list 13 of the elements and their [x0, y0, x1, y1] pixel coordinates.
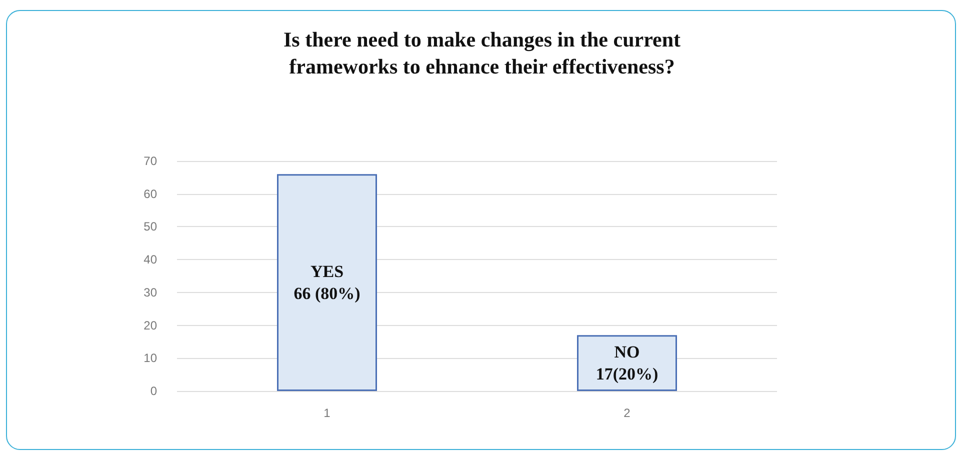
x-tick-label: 1	[324, 406, 331, 420]
y-tick-label: 50	[144, 220, 158, 234]
y-tick-label: 70	[144, 154, 158, 168]
data-label: YES 66 (80%)	[294, 262, 360, 304]
y-tick-label: 40	[144, 252, 158, 267]
data-label: NO 17(20%)	[596, 342, 658, 384]
y-tick-label: 10	[144, 351, 158, 366]
x-tick-label: 2	[624, 406, 631, 420]
y-tick-label: 30	[144, 285, 158, 300]
chart-title: Is there need to make changes in the current frameworks to ehnance their effectiveness?	[283, 28, 681, 78]
y-tick-label: 20	[144, 318, 158, 332]
y-tick-label: 0	[150, 384, 158, 398]
y-tick-label: 60	[144, 186, 158, 201]
